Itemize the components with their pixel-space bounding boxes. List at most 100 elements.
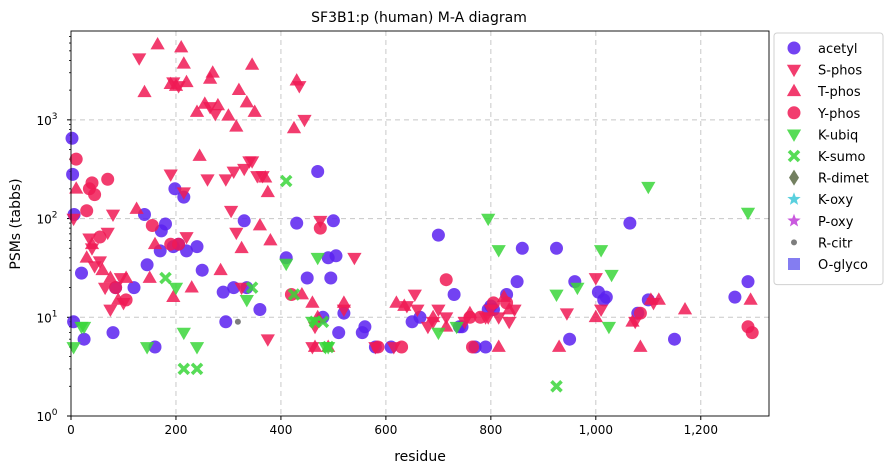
data-point-t-phos (305, 295, 320, 308)
data-point-t-phos (336, 295, 352, 308)
data-point-t-phos (307, 339, 323, 352)
data-point-k-ubiq (549, 289, 564, 302)
data-point-y-phos (119, 293, 133, 307)
data-point-s-phos (237, 163, 252, 177)
legend-label: acetyl (818, 42, 858, 57)
legend-label: R-citr (818, 236, 853, 251)
data-point-y-phos (500, 296, 514, 310)
data-point-s-phos (218, 174, 233, 187)
data-point-acetyl (300, 271, 314, 285)
data-point-acetyl (668, 332, 681, 346)
data-point-y-phos (463, 310, 477, 324)
x-tick-label: 0 (67, 423, 75, 437)
data-point-t-phos (129, 201, 144, 214)
x-tick-label: 600 (374, 423, 397, 437)
data-point-s-phos (260, 334, 275, 347)
data-point-r-citr (234, 318, 241, 325)
data-point-y-phos (145, 219, 159, 232)
data-point-t-phos (231, 82, 247, 95)
legend-box (773, 32, 884, 286)
data-point-acetyl (479, 340, 493, 354)
data-point-k-ubiq (310, 252, 325, 266)
data-point-t-phos (137, 84, 152, 98)
data-point-k-sumo (177, 362, 191, 376)
data-point-k-sumo (190, 362, 204, 376)
legend-marker-k-ubiq (786, 129, 802, 142)
data-point-acetyl (623, 216, 637, 230)
data-point-t-phos (174, 40, 189, 53)
data-point-y-phos (88, 188, 102, 202)
data-point-s-phos (223, 205, 239, 219)
data-point-acetyl (190, 240, 204, 254)
data-point-acetyl (219, 315, 233, 329)
data-point-y-phos (313, 221, 327, 235)
data-point-s-phos (347, 252, 362, 266)
data-point-acetyl (515, 241, 529, 255)
data-point-t-phos (192, 148, 207, 161)
data-point-acetyl (75, 266, 88, 280)
data-point-s-phos (226, 166, 241, 179)
data-point-k-sumo (550, 380, 563, 393)
data-point-t-phos (103, 270, 118, 283)
data-point-t-phos (179, 74, 194, 88)
legend-marker-t-phos (786, 83, 802, 97)
data-point-k-ubiq (279, 258, 294, 272)
data-point-t-phos (184, 280, 199, 293)
data-point-s-phos (97, 282, 113, 296)
data-point-k-sumo (287, 288, 301, 301)
data-point-s-phos (163, 169, 178, 182)
data-point-t-phos (142, 270, 157, 283)
data-point-s-phos (588, 273, 603, 286)
data-point-t-phos (651, 292, 666, 305)
legend: acetyl S-phos T-phos Y-phos K-ubiq K-sumo R-di… (773, 32, 884, 286)
data-point-k-sumo (279, 174, 293, 188)
data-point-s-phos (208, 109, 223, 122)
y-axis-label: PSMs (tabbs) (8, 178, 24, 269)
data-point-t-phos (247, 104, 262, 117)
data-point-t-phos (677, 302, 693, 315)
legend-marker-y-phos (787, 106, 801, 120)
x-axis-label: residue (394, 449, 446, 465)
data-point-acetyl (358, 320, 372, 334)
data-point-s-phos (105, 209, 121, 222)
data-point-k-sumo (316, 315, 330, 329)
legend-label: K-sumo (818, 150, 866, 165)
data-point-s-phos (297, 114, 312, 128)
data-point-s-phos (234, 282, 249, 296)
data-point-acetyl (599, 290, 613, 304)
legend-marker-p-oxy (787, 213, 801, 227)
data-point-t-phos (263, 233, 278, 246)
data-point-k-ubiq (604, 269, 619, 283)
data-point-acetyl (563, 332, 577, 346)
data-point-s-phos (502, 316, 517, 330)
chart-title: SF3B1:p (human) M-A diagram (311, 10, 527, 26)
data-points (65, 37, 759, 393)
legend-label: K-oxy (818, 193, 853, 208)
data-point-acetyl (106, 326, 120, 340)
data-point-k-sumo (159, 271, 172, 285)
data-point-t-phos (168, 78, 184, 91)
data-point-y-phos (487, 296, 500, 310)
data-point-k-ubiq (66, 342, 81, 355)
data-point-acetyl (324, 271, 338, 285)
data-point-t-phos (244, 57, 260, 70)
data-point-k-ubiq (601, 321, 617, 335)
legend-marker-k-oxy (787, 192, 801, 205)
data-point-s-phos (82, 233, 97, 246)
legend-label: K-ubiq (818, 128, 858, 143)
data-point-acetyl (159, 217, 172, 231)
data-point-s-phos (431, 304, 446, 317)
data-point-t-phos (95, 262, 110, 276)
data-point-k-ubiq (239, 295, 254, 308)
data-point-y-phos (395, 340, 409, 354)
y-tick-label: 100 (36, 408, 57, 424)
data-point-t-phos (491, 339, 506, 352)
legend-marker-acetyl (787, 41, 801, 55)
data-point-s-phos (100, 227, 115, 241)
data-point-t-phos (260, 184, 275, 198)
legend-label: S-phos (818, 64, 862, 79)
data-point-acetyl (550, 241, 563, 255)
data-point-k-ubiq (570, 282, 585, 296)
data-point-k-ubiq (139, 342, 155, 355)
